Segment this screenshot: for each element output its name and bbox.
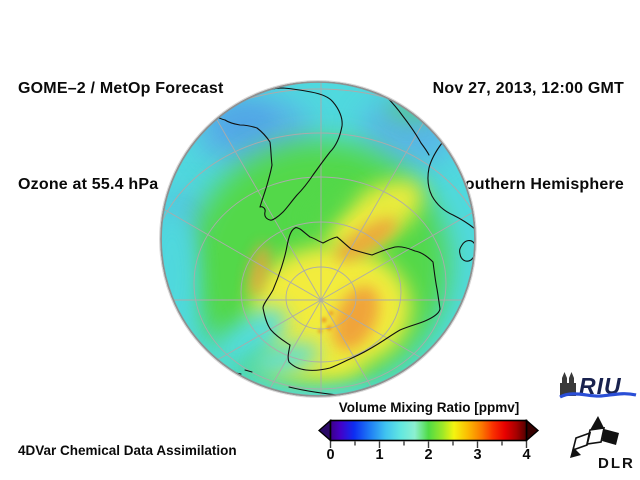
riu-cathedral-icon: [560, 372, 576, 396]
ozone-field-blobs: [161, 94, 457, 396]
colorbar-tick-label-3: 3: [473, 447, 482, 463]
coastline-antarctica: [262, 227, 441, 371]
coastline-tasmania: [459, 240, 475, 262]
header-right: Nov 27, 2013, 12:00 GMT Southern Hemisph…: [433, 9, 624, 265]
header-left: GOME–2 / MetOp Forecast Ozone at 55.4 hP…: [18, 9, 224, 265]
globe-rim: [160, 81, 476, 397]
credits-block: 4DVar Chemical Data Assimilation SACADA …: [18, 401, 237, 480]
colorbar-scale: [318, 419, 540, 448]
hemisphere-map-svg: [159, 80, 477, 398]
globe-rim-outer: [159, 80, 477, 398]
coastline-australia: [427, 142, 475, 234]
riu-wave-icon: [559, 392, 637, 399]
colorbar-tick-label-4: 4: [522, 447, 531, 463]
coastline-new-zealand: [192, 364, 213, 376]
dlr-logo-icon: [570, 416, 619, 458]
colorbar-left-arrow: [318, 419, 332, 443]
title-datetime: Nov 27, 2013, 12:00 GMT: [432, 80, 624, 97]
colorbar-tick-label-1: 1: [375, 447, 384, 463]
colorbar-legend: Volume Mixing Ratio [ppmv] 0 1 2 3: [318, 400, 540, 466]
dlr-logo: DLR: [562, 413, 638, 478]
colorbar-tick-label-2: 2: [424, 447, 433, 463]
hemisphere-map: [159, 80, 477, 398]
title-level: Ozone at 55.4 hPa: [18, 176, 159, 193]
colorbar-title: Volume Mixing Ratio [ppmv]: [338, 400, 520, 415]
riu-logo: RIU: [559, 370, 637, 407]
dlr-logo-text: DLR: [598, 455, 635, 472]
coastline-africa-edge: [379, 89, 430, 156]
title-region: Southern Hemisphere: [453, 176, 624, 193]
credit-assimilation: 4DVar Chemical Data Assimilation: [18, 443, 237, 458]
colorbar-gradient-bar: [329, 419, 528, 442]
coastline-south-america: [217, 87, 343, 221]
colorbar-right-arrow: [525, 419, 540, 443]
colorbar-ticks: [329, 441, 528, 448]
title-instrument: GOME–2 / MetOp Forecast: [18, 80, 224, 97]
colorbar-tick-label-0: 0: [326, 447, 335, 463]
